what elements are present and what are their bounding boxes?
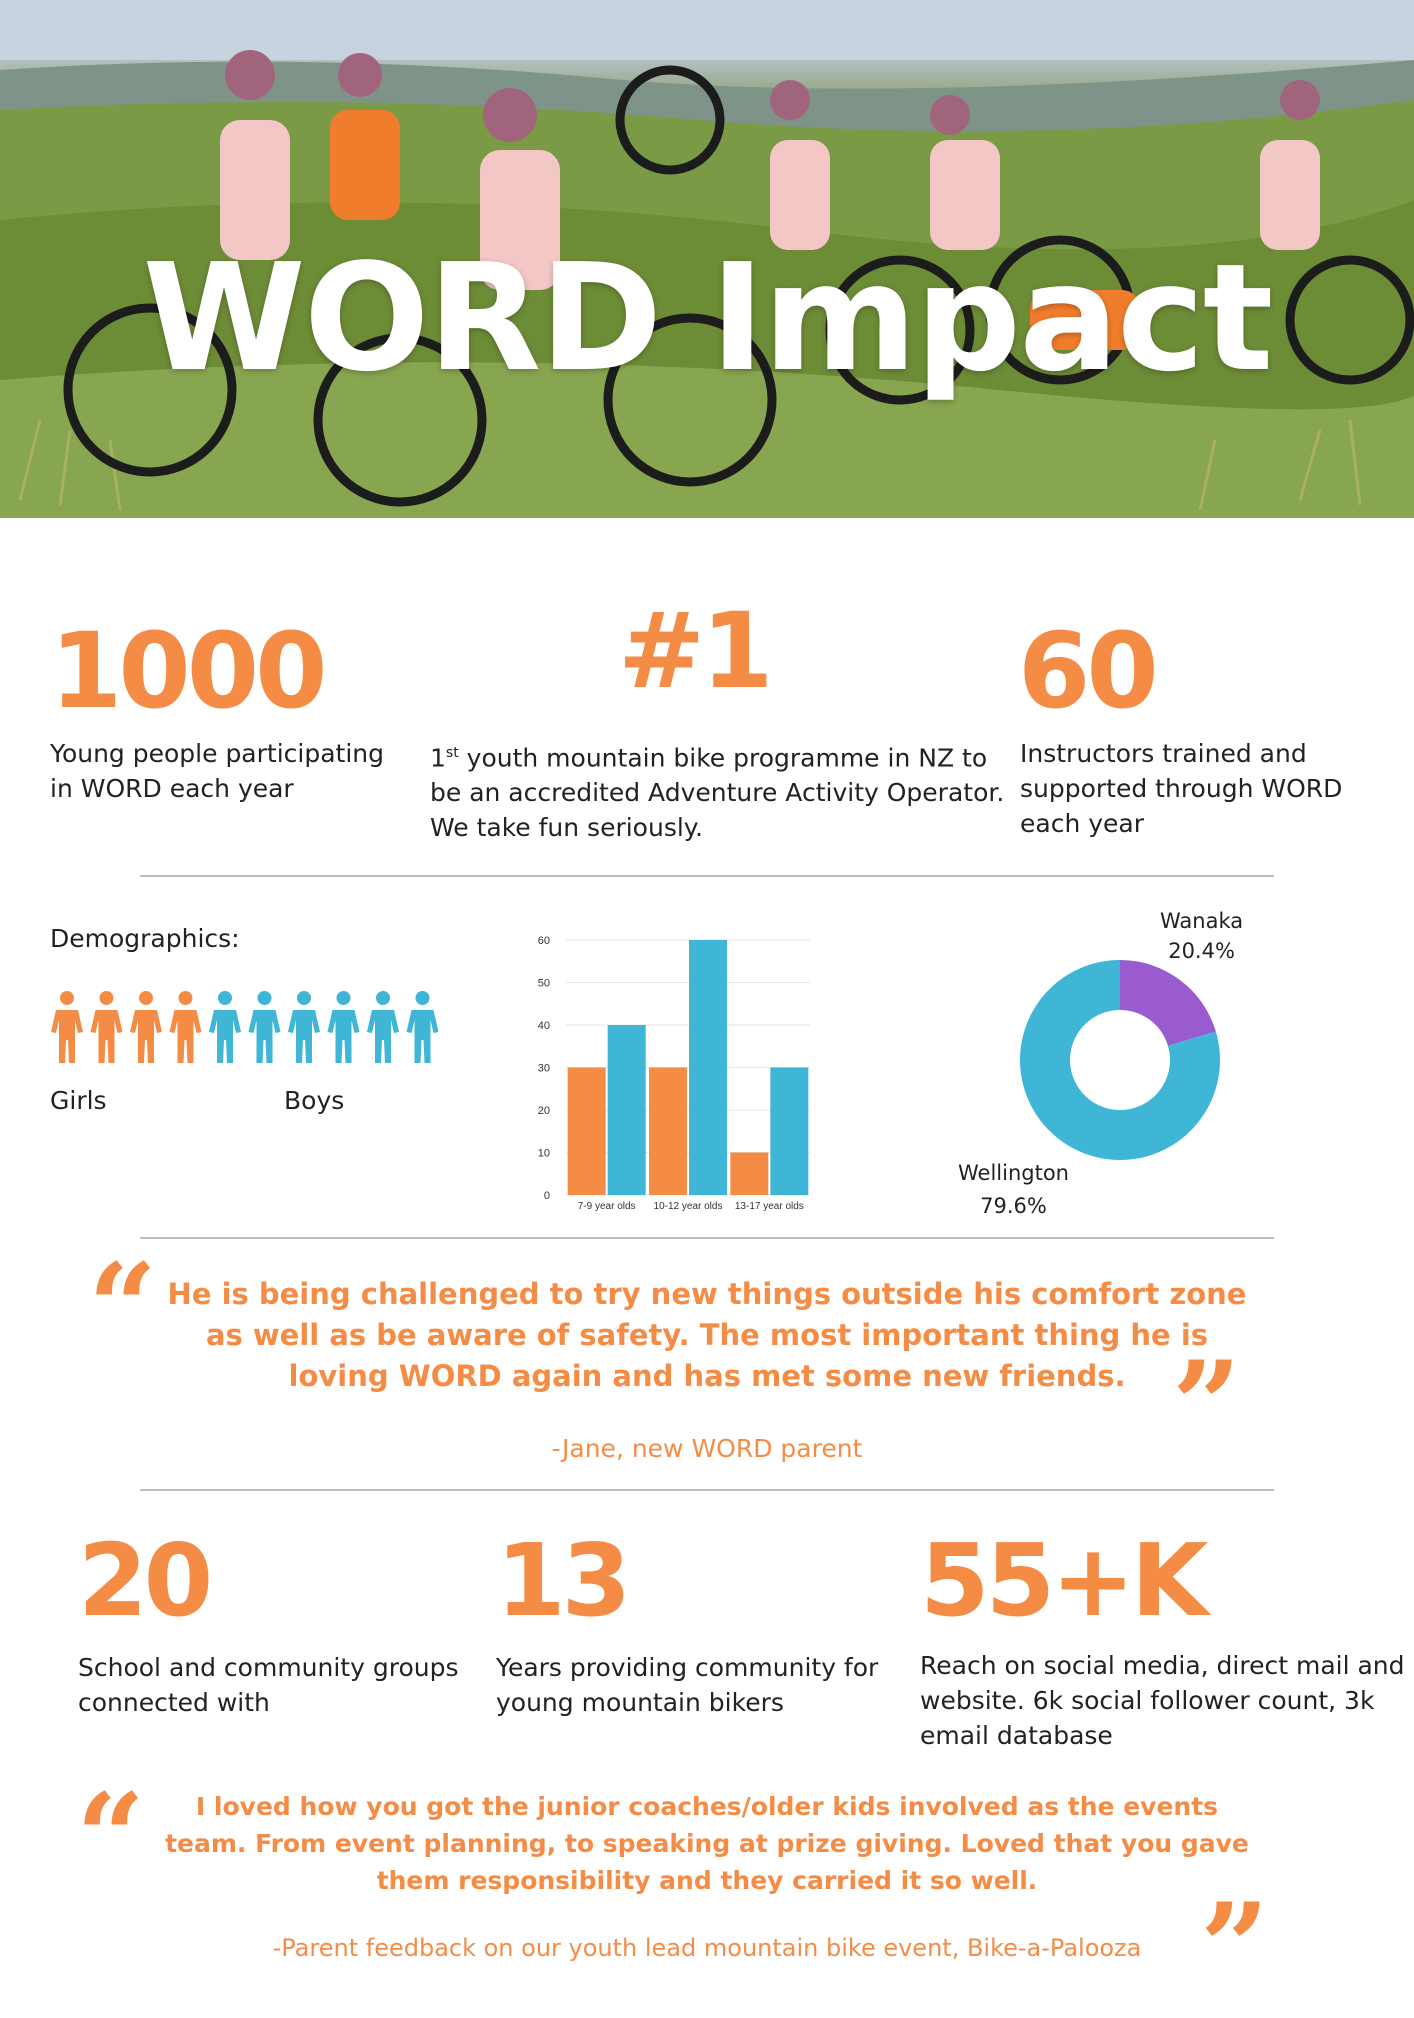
y-tick-label: 0	[544, 1190, 550, 1202]
stat-groups-value: 20	[78, 1522, 213, 1639]
donut-slice	[1020, 960, 1220, 1160]
quote-2-attribution: -Parent feedback on our youth lead mount…	[272, 1934, 1142, 1962]
girl-person-icon	[169, 991, 202, 1063]
bar	[770, 1067, 809, 1195]
divider	[140, 1237, 1274, 1239]
stat-rank-sup: st	[445, 745, 459, 761]
hero-banner: WORD Impact	[0, 0, 1414, 518]
stat-years-value: 13	[496, 1522, 631, 1639]
stat-years-text: Years providing community for young moun…	[496, 1650, 878, 1720]
stat-instructors-line: each year	[1020, 809, 1145, 838]
divider	[140, 1489, 1274, 1491]
divider	[140, 875, 1274, 877]
girl-person-icon	[130, 991, 162, 1063]
age-bar-chart: 0 10 20 30 40 50 60 7-9 year olds 10-12 year old…	[538, 935, 810, 1212]
wanaka-label: Wanaka 20.4%	[1160, 906, 1243, 966]
stat-instructors-line: Instructors trained and	[1020, 739, 1307, 768]
stat-participants-value: 1000	[50, 610, 327, 732]
demographics-label: Demographics:	[50, 924, 240, 953]
hero-photo	[0, 0, 1414, 518]
x-tick-label: 7-9 year olds	[578, 1201, 636, 1212]
girls-label: Girls	[50, 1086, 107, 1115]
wellington-pct: 79.6%	[980, 1194, 1047, 1218]
quote-2-line: I loved how you got the junior coaches/o…	[195, 1792, 1219, 1821]
wanaka-pct: 20.4%	[1168, 939, 1235, 963]
wanaka-name: Wanaka	[1160, 909, 1244, 933]
stat-participants-line: in WORD each year	[50, 774, 294, 803]
quote-1-line: as well as be aware of safety. The most …	[205, 1318, 1209, 1352]
boy-person-icon	[327, 991, 360, 1063]
stat-groups-line: connected with	[78, 1688, 270, 1717]
stat-rank-line: be an accredited Adventure Activity Oper…	[430, 778, 1005, 808]
stat-reach-line: email database	[920, 1721, 1113, 1750]
stat-years-line: Years providing community for	[496, 1653, 879, 1682]
wellington-name: Wellington	[958, 1161, 1069, 1185]
stat-participants-line: Young people participating	[50, 739, 384, 768]
quote-1-line: loving WORD again and has met some new f…	[288, 1359, 1126, 1393]
quote-1: He is being challenged to try new things…	[150, 1274, 1264, 1397]
x-tick-label: 10-12 year olds	[654, 1201, 723, 1212]
bar	[730, 1152, 769, 1195]
quote-2-line: team. From event planning, to speaking a…	[165, 1829, 1249, 1858]
boy-person-icon	[209, 991, 241, 1063]
quote-2-line: them responsibility and they carried it …	[376, 1866, 1038, 1895]
close-quote-icon: ”	[1200, 1877, 1270, 2018]
close-quote-icon: ”	[1172, 1335, 1242, 1476]
stat-rank-text: 1st youth mountain bike programme in NZ …	[430, 736, 1004, 845]
y-tick-label: 50	[538, 978, 550, 990]
stat-rank-value: #1	[618, 590, 774, 712]
quote-1-attribution: -Jane, new WORD parent	[551, 1434, 863, 1463]
bar	[567, 1067, 606, 1195]
location-donut-chart	[1020, 960, 1220, 1160]
stat-reach-line: Reach on social media, direct mail and	[920, 1651, 1405, 1680]
boys-label: Boys	[284, 1086, 345, 1115]
y-tick-label: 30	[538, 1063, 550, 1075]
boy-person-icon	[288, 991, 320, 1063]
y-tick-label: 10	[538, 1148, 550, 1160]
stat-rank-ordinal: 1	[430, 743, 446, 773]
stat-reach-text: Reach on social media, direct mail and w…	[920, 1648, 1405, 1753]
stat-groups-line: School and community groups	[78, 1653, 459, 1682]
x-tick-label: 13-17 year olds	[735, 1201, 804, 1212]
stat-reach-value: 55+K	[920, 1522, 1208, 1639]
girl-person-icon	[90, 991, 123, 1063]
page-title: WORD Impact	[142, 232, 1274, 404]
stat-rank-line: youth mountain bike programme in NZ to	[458, 743, 988, 773]
stat-instructors-text: Instructors trained and supported throug…	[1020, 736, 1342, 841]
stat-reach-line: website. 6k social follower count, 3k	[920, 1686, 1375, 1715]
boy-person-icon	[248, 991, 281, 1063]
boy-person-icon	[367, 991, 399, 1063]
quote-2: I loved how you got the junior coaches/o…	[140, 1788, 1274, 1899]
stat-participants-text: Young people participating in WORD each …	[50, 736, 384, 806]
donut-slice	[1120, 960, 1216, 1046]
stat-instructors-value: 60	[1018, 610, 1159, 732]
bar	[649, 1067, 687, 1195]
y-tick-label: 20	[538, 1105, 550, 1117]
open-quote-icon: “	[76, 1767, 146, 1908]
open-quote-icon: “	[88, 1237, 158, 1378]
people-icons	[51, 991, 439, 1063]
stat-instructors-line: supported through WORD	[1020, 774, 1343, 803]
stat-groups-text: School and community groups connected wi…	[78, 1650, 458, 1720]
girl-person-icon	[51, 991, 83, 1063]
wellington-label: Wellington 79.6%	[958, 1157, 1069, 1223]
stat-years-line: young mountain bikers	[496, 1688, 784, 1717]
bar	[689, 940, 727, 1195]
stat-rank-line: We take fun seriously.	[430, 813, 703, 843]
y-tick-label: 60	[538, 935, 550, 947]
boy-person-icon	[406, 991, 439, 1063]
y-tick-label: 40	[538, 1020, 550, 1032]
bar	[607, 1025, 646, 1195]
quote-1-line: He is being challenged to try new things…	[167, 1277, 1247, 1311]
